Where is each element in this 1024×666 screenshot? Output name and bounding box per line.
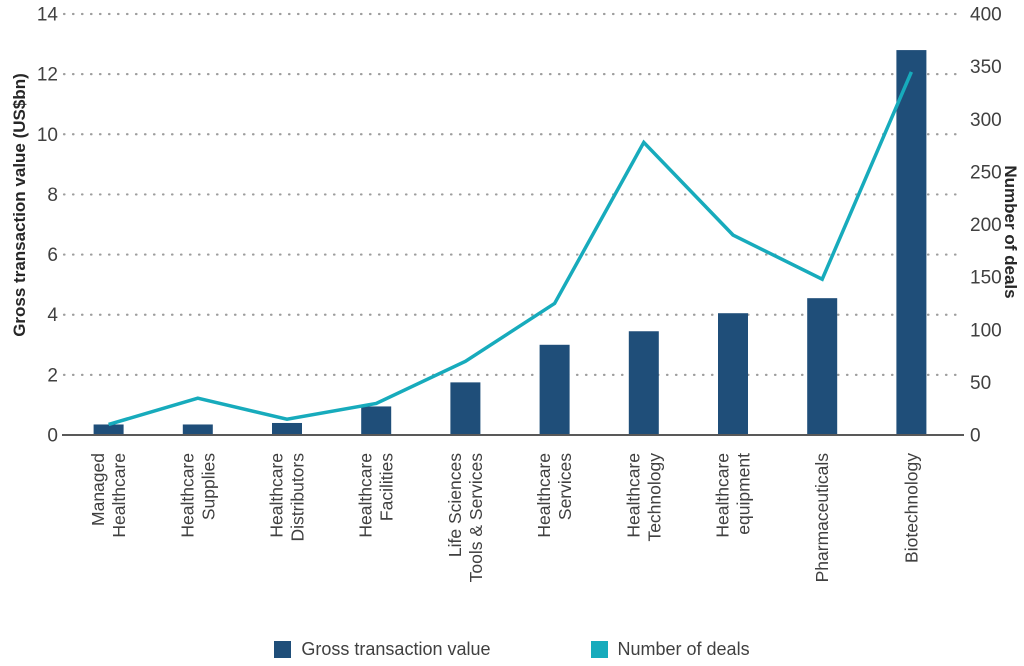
x-category-label: Pharmaceuticals xyxy=(812,453,832,583)
value-bar xyxy=(896,50,927,435)
x-category-label: Biotechnology xyxy=(901,453,921,563)
left-axis-tick-label: 8 xyxy=(47,185,58,206)
value-bar xyxy=(539,344,570,435)
value-bar xyxy=(93,424,124,435)
x-category-label: ManagedHealthcare xyxy=(88,453,129,538)
legend-label: Number of deals xyxy=(617,639,750,659)
value-bar xyxy=(450,382,481,435)
bar-series-swatch-icon xyxy=(274,641,292,658)
left-axis-tick-label: 10 xyxy=(37,125,58,146)
legend-label: Gross transaction value xyxy=(301,639,491,659)
left-axis-title: Gross transaction value (US$bn) xyxy=(10,73,29,337)
line-series-swatch-icon xyxy=(590,641,608,658)
x-category-label: HealthcareTechnology xyxy=(623,453,664,542)
legend: Gross transaction value Number of deals xyxy=(0,639,1024,660)
value-bar xyxy=(628,331,659,435)
legend-item-number-of-deals: Number of deals xyxy=(590,639,750,660)
value-bar xyxy=(361,406,392,435)
x-category-label: HealthcareFacilities xyxy=(356,453,397,538)
x-category-label: Healthcareequipment xyxy=(713,453,754,538)
deals-line xyxy=(108,71,914,427)
legend-item-gross-transaction-value: Gross transaction value xyxy=(274,639,491,660)
right-axis-tick-label: 350 xyxy=(970,57,1002,78)
right-axis-tick-label: 250 xyxy=(970,162,1002,183)
left-axis-tick-label: 4 xyxy=(47,305,58,326)
left-axis-tick-label: 12 xyxy=(37,65,58,86)
right-axis-tick-label: 0 xyxy=(970,426,981,447)
right-axis-tick-label: 100 xyxy=(970,320,1002,341)
right-axis-tick-label: 300 xyxy=(970,110,1002,131)
left-axis-tick-label: 0 xyxy=(47,426,58,447)
value-bar xyxy=(272,422,302,435)
left-axis-tick-label: 2 xyxy=(47,365,58,386)
right-axis-tick-label: 150 xyxy=(970,268,1002,289)
x-category-label: Life SciencesTools & Services xyxy=(445,453,486,583)
value-bar xyxy=(807,298,838,435)
x-category-label: HealthcareSupplies xyxy=(177,453,218,538)
right-axis-tick-label: 50 xyxy=(970,373,991,394)
right-axis-tick-label: 400 xyxy=(970,5,1002,26)
value-bar xyxy=(718,313,748,435)
left-axis-tick-label: 14 xyxy=(37,5,59,26)
left-axis-tick-label: 6 xyxy=(47,245,58,266)
right-axis-tick-label: 200 xyxy=(970,215,1002,236)
x-category-label: HealthcareDistributors xyxy=(267,453,308,542)
value-bar xyxy=(182,424,213,435)
x-category-label: HealthcareServices xyxy=(534,453,575,538)
right-axis-title: Number of deals xyxy=(1001,165,1020,299)
